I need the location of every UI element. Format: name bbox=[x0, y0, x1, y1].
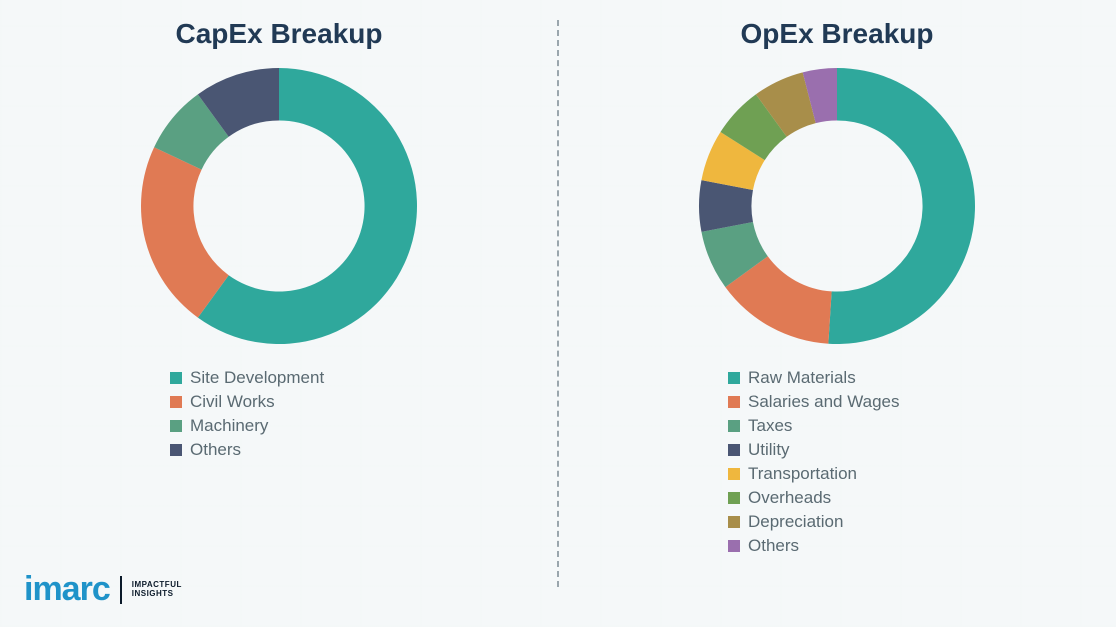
logo-tagline: IMPACTFUL INSIGHTS bbox=[132, 581, 182, 599]
opex-legend-label-7: Others bbox=[748, 536, 799, 556]
opex-legend-swatch-3 bbox=[728, 444, 740, 456]
capex-donut-chart bbox=[129, 56, 429, 356]
brand-logo: imarc IMPACTFUL INSIGHTS bbox=[24, 570, 182, 609]
capex-legend-swatch-0 bbox=[170, 372, 182, 384]
opex-panel: OpEx Breakup Raw Materials Salaries and W… bbox=[558, 0, 1116, 627]
opex-legend-swatch-4 bbox=[728, 468, 740, 480]
capex-legend-label-0: Site Development bbox=[190, 368, 324, 388]
capex-legend-label-2: Machinery bbox=[190, 416, 268, 436]
capex-donut-wrap bbox=[129, 56, 429, 356]
capex-legend-item-1: Civil Works bbox=[170, 392, 324, 412]
opex-legend-swatch-1 bbox=[728, 396, 740, 408]
opex-legend-item-5: Overheads bbox=[728, 488, 900, 508]
logo-tagline-line2: INSIGHTS bbox=[132, 589, 174, 598]
capex-legend-label-1: Civil Works bbox=[190, 392, 275, 412]
capex-panel: CapEx Breakup Site Development Civil Work… bbox=[0, 0, 558, 627]
opex-legend-label-6: Depreciation bbox=[748, 512, 843, 532]
opex-legend-swatch-0 bbox=[728, 372, 740, 384]
capex-legend: Site Development Civil Works Machinery Othe… bbox=[170, 364, 324, 464]
capex-legend-label-3: Others bbox=[190, 440, 241, 460]
opex-donut-chart bbox=[687, 56, 987, 356]
opex-legend-swatch-2 bbox=[728, 420, 740, 432]
opex-legend-item-7: Others bbox=[728, 536, 900, 556]
charts-container: CapEx Breakup Site Development Civil Work… bbox=[0, 0, 1116, 627]
opex-donut-wrap bbox=[687, 56, 987, 356]
opex-legend-item-2: Taxes bbox=[728, 416, 900, 436]
capex-legend-item-3: Others bbox=[170, 440, 324, 460]
opex-legend: Raw Materials Salaries and Wages Taxes Util… bbox=[728, 364, 900, 560]
panel-divider bbox=[557, 20, 559, 587]
opex-legend-label-1: Salaries and Wages bbox=[748, 392, 900, 412]
opex-legend-item-3: Utility bbox=[728, 440, 900, 460]
opex-legend-item-1: Salaries and Wages bbox=[728, 392, 900, 412]
capex-legend-item-0: Site Development bbox=[170, 368, 324, 388]
opex-title: OpEx Breakup bbox=[741, 18, 934, 50]
opex-legend-label-3: Utility bbox=[748, 440, 790, 460]
capex-legend-item-2: Machinery bbox=[170, 416, 324, 436]
logo-tagline-line1: IMPACTFUL bbox=[132, 580, 182, 589]
opex-legend-item-6: Depreciation bbox=[728, 512, 900, 532]
logo-separator bbox=[120, 576, 122, 604]
opex-legend-swatch-7 bbox=[728, 540, 740, 552]
opex-legend-label-2: Taxes bbox=[748, 416, 792, 436]
opex-legend-item-4: Transportation bbox=[728, 464, 900, 484]
capex-legend-swatch-3 bbox=[170, 444, 182, 456]
logo-wordmark: imarc bbox=[24, 570, 110, 609]
opex-legend-swatch-5 bbox=[728, 492, 740, 504]
capex-title: CapEx Breakup bbox=[176, 18, 383, 50]
opex-legend-label-5: Overheads bbox=[748, 488, 831, 508]
opex-legend-item-0: Raw Materials bbox=[728, 368, 900, 388]
capex-legend-swatch-2 bbox=[170, 420, 182, 432]
opex-legend-label-0: Raw Materials bbox=[748, 368, 856, 388]
opex-slice-0 bbox=[828, 68, 975, 344]
capex-slice-1 bbox=[141, 147, 229, 317]
opex-legend-swatch-6 bbox=[728, 516, 740, 528]
opex-legend-label-4: Transportation bbox=[748, 464, 857, 484]
capex-legend-swatch-1 bbox=[170, 396, 182, 408]
